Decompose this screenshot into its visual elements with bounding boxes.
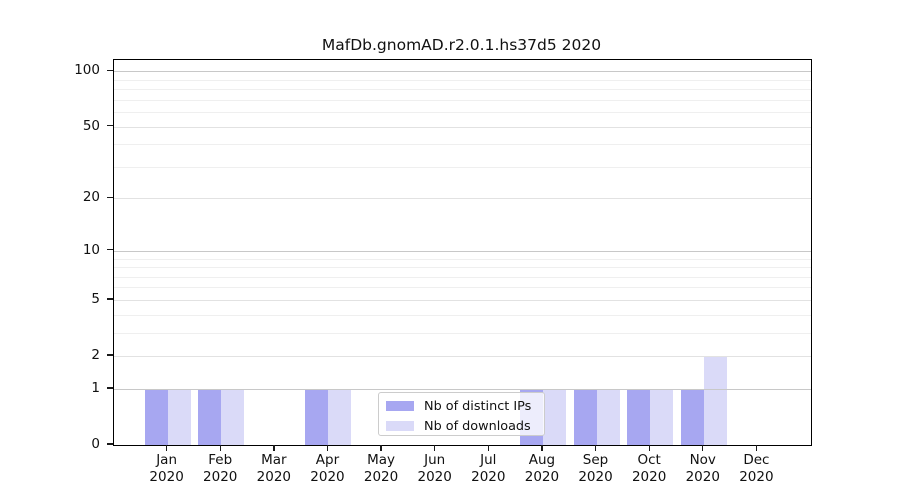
minor-gridline <box>114 166 811 168</box>
x-tick-label-feb: Feb 2020 <box>203 452 238 485</box>
y-tick-2 <box>107 354 113 356</box>
minor-gridline <box>114 112 811 114</box>
plot-area <box>113 59 812 446</box>
legend-row-distinct-ips: Nb of distinct IPs <box>386 397 537 415</box>
x-tick-jul <box>487 445 489 451</box>
x-tick-aug <box>541 445 543 451</box>
legend: Nb of distinct IPs Nb of downloads <box>378 392 545 436</box>
x-tick-label-aug: Aug 2020 <box>524 452 560 485</box>
y-tick-0 <box>107 443 113 445</box>
x-tick-may <box>380 445 382 451</box>
bar-distinct-ips-oct <box>627 388 651 445</box>
y-tick-label-100: 100 <box>74 62 100 79</box>
y-tick-label-10: 10 <box>82 241 100 258</box>
x-tick-label-jan: Jan 2020 <box>149 452 184 485</box>
x-tick-label-jul: Jul 2020 <box>471 452 506 485</box>
bar-downloads-aug <box>542 388 566 445</box>
y-tick-5 <box>107 298 113 300</box>
legend-swatch-downloads <box>386 421 414 431</box>
x-tick-feb <box>219 445 221 451</box>
minor-gridline <box>114 276 811 278</box>
x-tick-label-mar: Mar 2020 <box>256 452 292 485</box>
bar-distinct-ips-apr <box>305 388 329 445</box>
y-tick-label-0: 0 <box>91 436 100 452</box>
bar-downloads-apr <box>328 388 352 445</box>
minor-gridline <box>114 314 811 316</box>
gridline-y-50 <box>114 126 811 128</box>
y-tick-label-1: 1 <box>91 379 100 396</box>
legend-swatch-distinct-ips <box>386 401 414 411</box>
legend-label-distinct-ips: Nb of distinct IPs <box>424 398 532 414</box>
bar-distinct-ips-jan <box>144 388 168 445</box>
x-tick-label-apr: Apr 2020 <box>310 452 345 485</box>
minor-gridline <box>114 144 811 146</box>
x-tick-label-oct: Oct 2020 <box>631 452 667 485</box>
x-tick-label-may: May 2020 <box>363 452 399 485</box>
legend-label-downloads: Nb of downloads <box>424 418 531 434</box>
y-tick-label-2: 2 <box>91 347 100 364</box>
x-tick-label-sep: Sep 2020 <box>578 452 613 485</box>
x-tick-label-nov: Nov 2020 <box>685 452 720 485</box>
gridline-y-100 <box>114 71 811 73</box>
bar-distinct-ips-nov <box>680 388 704 445</box>
minor-gridline <box>114 332 811 334</box>
bar-downloads-sep <box>596 388 620 445</box>
gridline-y-5 <box>114 299 811 301</box>
x-tick-label-dec: Dec 2020 <box>739 452 774 485</box>
y-tick-20 <box>107 196 113 199</box>
minor-gridline <box>114 79 811 81</box>
x-tick-nov <box>702 445 704 451</box>
bar-distinct-ips-sep <box>573 388 597 445</box>
bar-downloads-nov <box>703 356 727 445</box>
minor-gridline <box>114 287 811 289</box>
bar-distinct-ips-feb <box>198 388 222 445</box>
y-tick-label-20: 20 <box>82 189 100 206</box>
gridline-y-2 <box>114 356 811 358</box>
y-tick-label-5: 5 <box>91 290 100 307</box>
minor-gridline <box>114 99 811 101</box>
x-tick-label-jun: Jun 2020 <box>417 452 452 485</box>
x-tick-sep <box>594 445 597 451</box>
minor-gridline <box>114 89 811 91</box>
x-tick-oct <box>648 445 650 451</box>
y-tick-1 <box>107 387 113 389</box>
x-tick-jan <box>166 445 168 451</box>
bar-downloads-jan <box>167 388 191 445</box>
bar-downloads-oct <box>650 388 674 445</box>
x-tick-mar <box>273 445 275 451</box>
y-tick-100 <box>107 69 113 71</box>
y-tick-10 <box>107 249 113 251</box>
minor-gridline <box>114 258 811 260</box>
x-tick-apr <box>326 445 329 451</box>
legend-row-downloads: Nb of downloads <box>386 417 537 435</box>
bar-downloads-feb <box>221 388 245 445</box>
gridline-y-20 <box>114 198 811 200</box>
y-tick-label-50: 50 <box>82 117 100 134</box>
y-tick-50 <box>107 124 113 127</box>
chart-title: MafDb.gnomAD.r2.0.1.hs37d5 2020 <box>321 36 602 54</box>
gridline-y-1 <box>114 388 811 390</box>
x-tick-jun <box>434 445 436 451</box>
gridline-y-10 <box>114 250 811 252</box>
minor-gridline <box>114 267 811 269</box>
x-tick-dec <box>755 445 758 451</box>
